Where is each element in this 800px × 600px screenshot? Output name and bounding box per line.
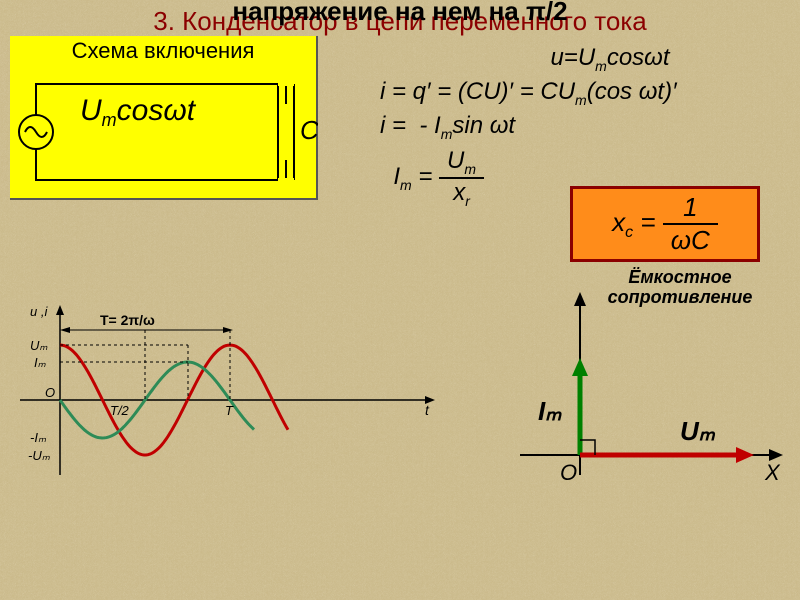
xc-box: xc = 1 ωC (570, 186, 760, 262)
svg-text:-Uₘ: -Uₘ (28, 448, 51, 463)
eq-i: i = - Imsin ωt (380, 112, 780, 142)
svg-text:X: X (764, 460, 781, 485)
svg-text:T/2: T/2 (110, 403, 130, 418)
phasor-diagram: Iₘ Uₘ O X (460, 280, 790, 500)
svg-text:Uₘ: Uₘ (680, 416, 716, 446)
eq-iq: i = q′ = (CU)′ = CUm(cos ωt)′ (380, 78, 780, 108)
circuit-box: Схема включения (10, 36, 318, 200)
svg-text:O: O (560, 460, 577, 485)
capacitor-label: C (300, 115, 318, 145)
xc-den: ωC (663, 225, 718, 256)
svg-text:T: T (225, 403, 234, 418)
circuit-caption: Схема включения (10, 36, 316, 64)
eq-u: u=Umcosωt (440, 44, 780, 74)
xc-equation: xc = 1 ωC (612, 192, 718, 256)
slide-content: 3. Конденсатор в цепи переменного тока С… (0, 0, 800, 37)
svg-text:t: t (425, 402, 430, 418)
svg-text:u ,i: u ,i (30, 304, 48, 319)
svg-text:-Iₘ: -Iₘ (30, 430, 47, 445)
waveform-chart: T= 2π/ω u ,i t Uₘ Iₘ O -Iₘ -Uₘ T/2 T (10, 300, 440, 500)
svg-text:Iₘ: Iₘ (538, 396, 562, 426)
svg-text:Uₘ: Uₘ (30, 338, 48, 353)
svg-text:Iₘ: Iₘ (34, 355, 47, 370)
conclusion-l2: напряжение на нем на π/2 (232, 0, 567, 26)
circuit-diagram: C Umcosωt (10, 64, 318, 200)
xc-num: 1 (663, 192, 718, 225)
source-formula: Umcosωt (80, 94, 197, 130)
conclusion-text: Сила тока через конденсатор опережает на… (0, 0, 800, 27)
svg-text:T= 2π/ω: T= 2π/ω (100, 312, 155, 328)
svg-text:O: O (45, 385, 55, 400)
